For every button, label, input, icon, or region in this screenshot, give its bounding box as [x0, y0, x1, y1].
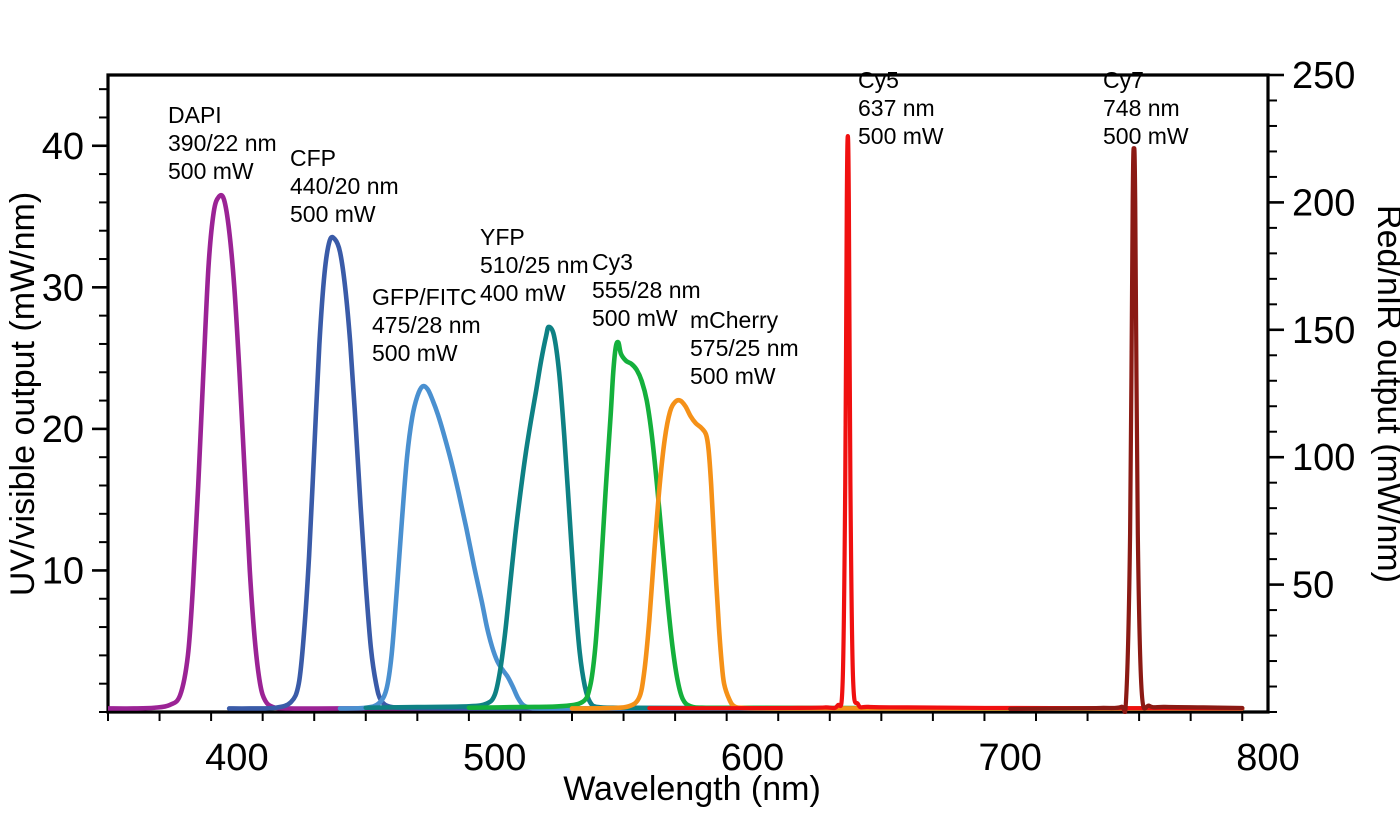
- y-right-tick-label: 50: [1292, 565, 1334, 607]
- annotation-line: 500 mW: [290, 201, 376, 227]
- spectrum-curve-yfp: [363, 324, 1245, 711]
- annotation-line: 500 mW: [1103, 123, 1189, 149]
- y-left-axis-tick-labels: 10 20 30 40: [42, 126, 84, 593]
- annotation-line: CFP: [290, 145, 336, 171]
- y-left-tick-label: 20: [42, 409, 84, 451]
- x-tick-label: 600: [721, 737, 784, 779]
- y-right-axis-tick-labels: 50 100 150 200 250: [1292, 55, 1355, 607]
- x-axis-tick-labels: 400 500 600 700 800: [205, 737, 1300, 779]
- plot-frame: [106, 73, 1270, 714]
- annotation-line: 500 mW: [168, 158, 254, 184]
- annotation-line: 440/20 nm: [290, 173, 399, 199]
- y-left-axis-ticks: [92, 88, 108, 713]
- spectra-curves: [108, 134, 1245, 714]
- x-tick-label: 400: [205, 737, 268, 779]
- y-left-axis-title: UV/visible output (mW/nm): [4, 192, 42, 596]
- annotation-line: 475/28 nm: [372, 312, 481, 338]
- x-axis-ticks: [107, 712, 1244, 721]
- annotation-line: 390/22 nm: [168, 130, 277, 156]
- annotation-line: Cy5: [858, 67, 899, 93]
- annotation-line: YFP: [480, 224, 525, 250]
- y-left-tick-label: 10: [42, 550, 84, 592]
- annotation-line: 575/25 nm: [690, 335, 799, 361]
- annotation-line: 500 mW: [372, 340, 458, 366]
- y-right-tick-label: 100: [1292, 437, 1355, 479]
- annotation-line: 500 mW: [858, 123, 944, 149]
- annotation-line: 510/25 nm: [480, 252, 589, 278]
- annotation-line: 500 mW: [592, 305, 678, 331]
- y-left-tick-label: 30: [42, 267, 84, 309]
- y-right-tick-label: 150: [1292, 310, 1355, 352]
- axis-titles: Wavelength (nm) UV/visible output (mW/nm…: [4, 192, 1400, 808]
- y-right-axis-ticks: [1268, 73, 1284, 713]
- x-tick-label: 500: [463, 737, 526, 779]
- y-right-tick-label: 250: [1292, 55, 1355, 97]
- spectrum-curve-gfp-fitc: [337, 383, 1245, 711]
- spectrum-curve-dapi: [108, 192, 1245, 711]
- x-tick-label: 700: [979, 737, 1042, 779]
- annotation-line: 400 mW: [480, 280, 566, 306]
- y-left-tick-label: 40: [42, 126, 84, 168]
- spectrum-curve-cy5: [647, 134, 1245, 711]
- annotation-line: 500 mW: [690, 363, 776, 389]
- annotation-line: mCherry: [690, 307, 779, 333]
- x-axis-title: Wavelength (nm): [563, 770, 821, 808]
- annotation-line: GFP/FITC: [372, 284, 477, 310]
- annotation-line: Cy7: [1103, 67, 1144, 93]
- annotation-line: 748 nm: [1103, 95, 1180, 121]
- x-tick-label: 800: [1236, 737, 1299, 779]
- annotation-line: 555/28 nm: [592, 277, 701, 303]
- y-right-tick-label: 200: [1292, 182, 1355, 224]
- annotation-line: 637 nm: [858, 95, 935, 121]
- annotation-line: DAPI: [168, 102, 222, 128]
- annotation-line: Cy3: [592, 249, 633, 275]
- spectrum-curve-cy7: [1008, 146, 1245, 714]
- y-right-axis-title: Red/nIR output (mW/nm): [1370, 205, 1400, 583]
